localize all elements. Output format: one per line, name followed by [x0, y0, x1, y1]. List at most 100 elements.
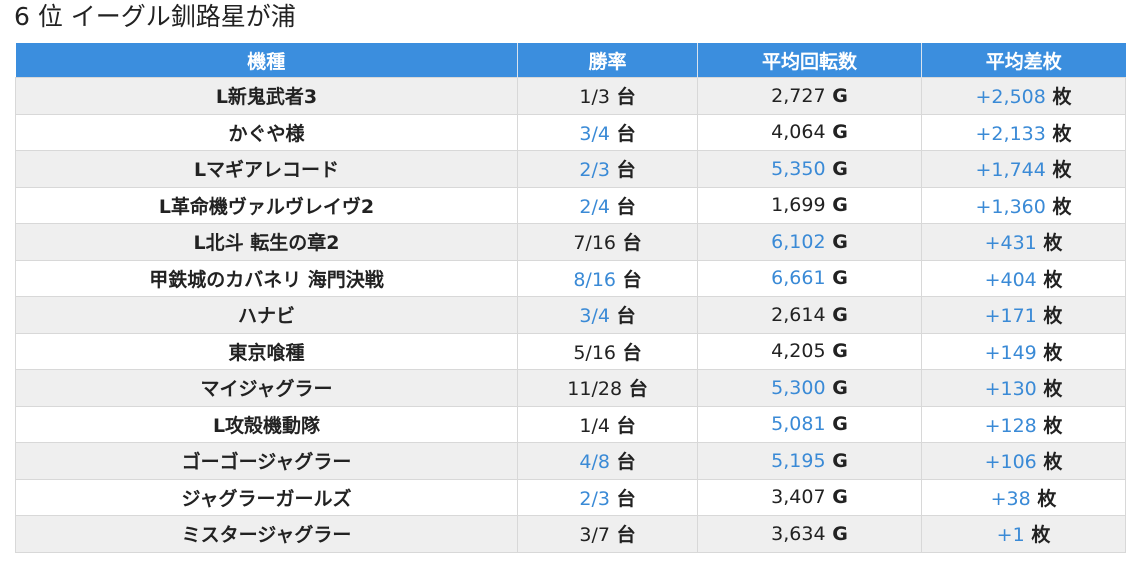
avg-diff-value: +38: [990, 487, 1031, 510]
win-rate-value: 3/4: [579, 122, 610, 145]
cell-avg-diff: +1,360 枚: [921, 186, 1126, 224]
avg-diff-unit: 枚: [1043, 451, 1063, 474]
cell-avg-spins: 3,407 G: [697, 478, 922, 516]
avg-diff-unit: 枚: [1052, 195, 1072, 218]
avg-diff-unit: 枚: [1043, 341, 1063, 364]
cell-machine-name: マイジャグラー: [15, 369, 518, 406]
win-rate-value: 11/28: [567, 378, 623, 401]
table-row[interactable]: L攻殻機動隊 1/4 台 5,081 G +128 枚: [15, 405, 1126, 443]
avg-spins-value: 5,350: [771, 157, 826, 180]
avg-diff-value: +130: [984, 378, 1037, 401]
avg-diff-unit: 枚: [1052, 86, 1072, 109]
win-rate-value: 5/16: [573, 341, 617, 364]
avg-spins-unit: G: [832, 340, 848, 363]
cell-machine-name: L新鬼武者3: [15, 77, 518, 114]
avg-spins-value: 6,661: [771, 267, 826, 290]
cell-avg-diff: +171 枚: [921, 296, 1126, 333]
cell-machine-name: ジャグラーガールズ: [15, 478, 518, 516]
cell-avg-spins: 6,102 G: [697, 223, 922, 260]
column-header-avg-spins[interactable]: 平均回転数: [697, 43, 922, 78]
table-row[interactable]: ジャグラーガールズ 2/3 台 3,407 G +38 枚: [15, 478, 1126, 516]
column-header-machine[interactable]: 機種: [15, 43, 518, 78]
machine-name: ジャグラーガールズ: [181, 487, 352, 510]
cell-win-rate: 1/3 台: [517, 77, 698, 114]
table-row[interactable]: 東京喰種 5/16 台 4,205 G +149 枚: [15, 332, 1126, 370]
machine-name: 東京喰種: [228, 341, 305, 364]
cell-win-rate: 2/3 台: [517, 150, 698, 187]
win-rate-value: 8/16: [573, 268, 617, 291]
machine-name: ミスタージャグラー: [181, 524, 352, 547]
avg-spins-unit: G: [832, 194, 848, 217]
win-rate-unit: 台: [616, 524, 636, 547]
cell-win-rate: 3/4 台: [517, 113, 698, 151]
avg-spins-unit: G: [832, 157, 848, 180]
avg-diff-value: +1: [996, 524, 1025, 547]
win-rate-unit: 台: [616, 122, 636, 145]
win-rate-value: 1/3: [579, 86, 610, 109]
cell-win-rate: 11/28 台: [517, 369, 698, 406]
avg-spins-unit: G: [832, 449, 848, 472]
cell-avg-diff: +2,133 枚: [921, 113, 1126, 151]
cell-machine-name: ゴーゴージャグラー: [15, 442, 518, 479]
avg-diff-value: +404: [984, 268, 1037, 291]
table-row[interactable]: ゴーゴージャグラー 4/8 台 5,195 G +106 枚: [15, 442, 1126, 479]
avg-diff-unit: 枚: [1043, 268, 1063, 291]
table-row[interactable]: 甲鉄城のカバネリ 海門決戦 8/16 台 6,661 G +404 枚: [15, 259, 1126, 297]
avg-diff-value: +2,508: [975, 86, 1046, 109]
machine-name: L攻殻機動隊: [212, 414, 321, 437]
avg-diff-unit: 枚: [1037, 487, 1057, 510]
avg-spins-value: 2,727: [771, 84, 826, 107]
cell-win-rate: 1/4 台: [517, 405, 698, 443]
avg-diff-value: +128: [984, 414, 1037, 437]
cell-machine-name: Lマギアレコード: [15, 150, 518, 187]
table-row[interactable]: Lマギアレコード 2/3 台 5,350 G +1,744 枚: [15, 150, 1126, 187]
win-rate-unit: 台: [628, 378, 648, 401]
win-rate-unit: 台: [616, 487, 636, 510]
column-header-win-rate[interactable]: 勝率: [517, 43, 698, 78]
cell-avg-diff: +106 枚: [921, 442, 1126, 479]
avg-diff-unit: 枚: [1043, 378, 1063, 401]
win-rate-unit: 台: [616, 195, 636, 218]
table-header-row: 機種 勝率 平均回転数 平均差枚: [15, 43, 1126, 78]
table-row[interactable]: ミスタージャグラー 3/7 台 3,634 G +1 枚: [15, 515, 1126, 553]
table-row[interactable]: ハナビ 3/4 台 2,614 G +171 枚: [15, 296, 1126, 333]
column-header-avg-diff[interactable]: 平均差枚: [921, 43, 1126, 78]
avg-diff-unit: 枚: [1052, 122, 1072, 145]
machine-name: ゴーゴージャグラー: [181, 451, 352, 474]
avg-spins-value: 5,081: [771, 413, 826, 436]
table-row[interactable]: かぐや様 3/4 台 4,064 G +2,133 枚: [15, 113, 1126, 151]
cell-avg-spins: 3,634 G: [697, 515, 922, 553]
table-row[interactable]: L北斗 転生の章2 7/16 台 6,102 G +431 枚: [15, 223, 1126, 260]
machine-name: ハナビ: [237, 305, 295, 328]
table-row[interactable]: L新鬼武者3 1/3 台 2,727 G +2,508 枚: [15, 77, 1126, 114]
cell-avg-spins: 4,064 G: [697, 113, 922, 151]
win-rate-value: 4/8: [579, 451, 610, 474]
win-rate-unit: 台: [616, 451, 636, 474]
avg-diff-value: +171: [984, 305, 1037, 328]
cell-avg-spins: 2,614 G: [697, 296, 922, 333]
avg-diff-unit: 枚: [1052, 159, 1072, 182]
table-row[interactable]: マイジャグラー 11/28 台 5,300 G +130 枚: [15, 369, 1126, 406]
cell-avg-spins: 5,081 G: [697, 405, 922, 443]
cell-avg-spins: 1,699 G: [697, 186, 922, 224]
machine-stats-table: 機種 勝率 平均回転数 平均差枚 L新鬼武者3 1/3 台 2,727 G +2,50…: [15, 43, 1126, 553]
machine-name: L新鬼武者3: [215, 86, 318, 109]
win-rate-value: 2/4: [579, 195, 610, 218]
cell-machine-name: 甲鉄城のカバネリ 海門決戦: [15, 259, 518, 297]
avg-spins-value: 5,300: [771, 376, 826, 399]
avg-spins-value: 6,102: [771, 230, 826, 253]
cell-avg-diff: +1 枚: [921, 515, 1126, 553]
cell-avg-spins: 5,195 G: [697, 442, 922, 479]
avg-diff-value: +431: [984, 232, 1037, 255]
avg-diff-unit: 枚: [1031, 524, 1051, 547]
table-row[interactable]: L革命機ヴァルヴレイヴ2 2/4 台 1,699 G +1,360 枚: [15, 186, 1126, 224]
avg-spins-value: 4,064: [771, 121, 826, 144]
avg-diff-value: +1,744: [975, 159, 1046, 182]
cell-avg-spins: 6,661 G: [697, 259, 922, 297]
machine-name: 甲鉄城のカバネリ 海門決戦: [149, 268, 384, 291]
cell-avg-spins: 4,205 G: [697, 332, 922, 370]
avg-spins-unit: G: [832, 486, 848, 509]
cell-avg-diff: +1,744 枚: [921, 150, 1126, 187]
avg-diff-unit: 枚: [1043, 414, 1063, 437]
avg-spins-unit: G: [832, 303, 848, 326]
